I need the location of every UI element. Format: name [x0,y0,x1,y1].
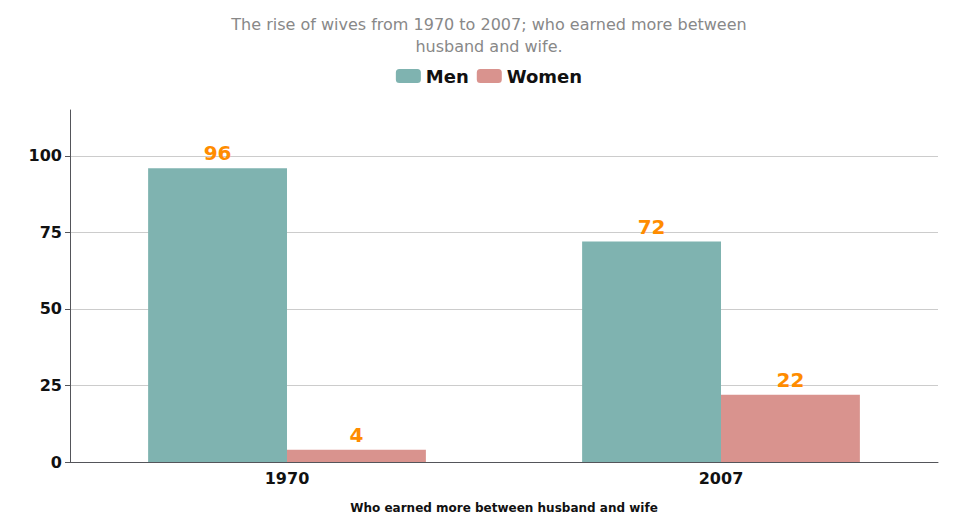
svg-text:Men: Men [426,66,469,87]
svg-text:72: 72 [638,215,666,239]
svg-text:75: 75 [40,223,62,242]
svg-text:2007: 2007 [699,469,744,488]
svg-text:50: 50 [40,299,62,318]
svg-text:96: 96 [204,141,232,165]
svg-text:1970: 1970 [265,469,310,488]
svg-text:25: 25 [40,376,62,395]
svg-text:22: 22 [777,368,805,392]
svg-text:Women: Women [507,66,582,87]
svg-text:Who earned more between husban: Who earned more between husband and wife [350,501,658,515]
svg-text:100: 100 [29,146,62,165]
svg-text:The rise of wives from 1970 to: The rise of wives from 1970 to 2007; who… [230,15,746,34]
svg-text:0: 0 [51,453,62,472]
svg-text:4: 4 [349,423,363,447]
svg-text:husband and wife.: husband and wife. [415,37,562,56]
